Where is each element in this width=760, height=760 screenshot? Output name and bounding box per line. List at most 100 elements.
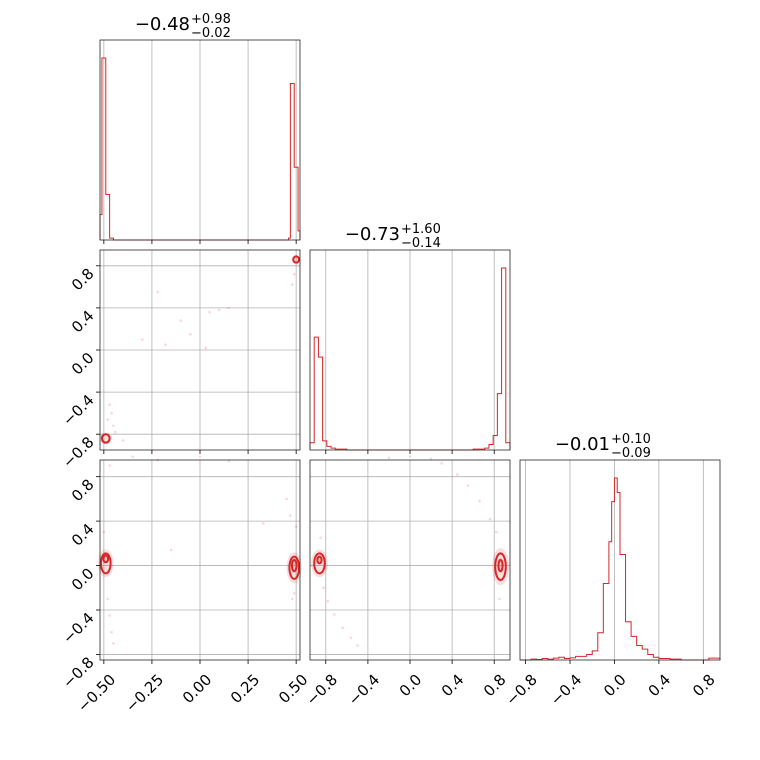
x-tick-label: −0.4 [547, 671, 585, 709]
sample-point [387, 456, 391, 460]
sample-point [294, 525, 298, 528]
sample-point [217, 308, 221, 312]
density-contour [313, 552, 326, 575]
title-plus: +0.10 [611, 432, 651, 447]
sample-point [429, 457, 433, 461]
x-tick-label: 0.00 [179, 671, 215, 707]
density-contour [292, 255, 301, 264]
title-minus: −0.02 [191, 26, 231, 41]
sample-point [326, 599, 330, 603]
sample-point [169, 548, 173, 552]
y-tick-label: 0.0 [68, 564, 98, 594]
x-tick-label: 0.0 [600, 671, 630, 701]
sample-point [466, 484, 470, 487]
sample-point [164, 343, 167, 347]
sample-point [108, 403, 111, 407]
sample-point [106, 418, 109, 421]
scatter-points [106, 272, 296, 442]
density-contour [497, 559, 504, 573]
sample-point [322, 586, 325, 590]
y-tick-label: −0.8 [59, 433, 97, 471]
title-minus: −0.09 [611, 446, 651, 461]
y-tick-label: 0.4 [68, 520, 98, 550]
sample-point [108, 614, 111, 617]
x-tick-label: 0.25 [227, 671, 263, 707]
title-median: −0.48 [135, 14, 190, 35]
sample-point [478, 499, 481, 503]
x-tick-label: −0.8 [502, 671, 540, 709]
sample-point [291, 597, 294, 601]
density-contour [494, 552, 507, 582]
y-grid-lines [100, 265, 300, 435]
x-tick-label: 0.4 [438, 671, 468, 701]
x-tick-label: 0.8 [689, 671, 719, 701]
title-median: −0.73 [345, 224, 400, 245]
density-contour [290, 559, 298, 573]
x-tick-label: 0.50 [275, 671, 311, 707]
x-tick-label: −0.25 [122, 671, 167, 716]
y-tick-label: −0.4 [59, 609, 97, 647]
sample-point [289, 514, 292, 517]
sample-point [189, 332, 192, 336]
density-contour [102, 554, 110, 564]
scatter-points [319, 455, 501, 647]
x-grid-lines [325, 250, 495, 450]
sample-point [156, 290, 159, 294]
title-plus: +0.98 [191, 12, 231, 27]
y-tick-label: 0.8 [68, 265, 98, 295]
scatter-points [102, 455, 298, 645]
sample-point [285, 497, 288, 501]
sample-point [292, 272, 296, 276]
sample-point [108, 464, 111, 467]
x-grid-lines [325, 460, 495, 660]
sample-point [408, 455, 412, 458]
sample-point [456, 473, 459, 476]
x-tick-label: 0.0 [396, 671, 426, 701]
sample-point [110, 630, 113, 634]
y-tick-label: −0.4 [59, 391, 97, 429]
title-plus: +1.60 [401, 222, 441, 237]
sample-point [495, 530, 498, 534]
sample-point [488, 517, 492, 521]
sample-point [227, 459, 231, 463]
sample-point [356, 644, 359, 647]
x-tick-label: −0.4 [345, 671, 383, 709]
panel-frame-2-2 [519, 459, 721, 661]
density-contour [288, 555, 301, 580]
sample-point [112, 642, 115, 645]
density-contour [316, 555, 323, 565]
y-tick-label: 0.4 [68, 307, 98, 337]
density-contour [99, 552, 112, 575]
sample-point [332, 613, 336, 616]
sample-point [227, 306, 231, 310]
x-tick-label: −0.8 [303, 671, 341, 709]
x-tick-label: 0.4 [645, 671, 675, 701]
sample-point [440, 462, 443, 465]
sample-point [141, 338, 144, 341]
sample-point [106, 597, 109, 601]
sample-point [208, 310, 211, 314]
sample-point [498, 597, 501, 601]
title-median: −0.01 [555, 434, 610, 455]
sample-point [319, 536, 322, 540]
x-grid-lines [103, 460, 297, 660]
sample-point [114, 430, 117, 434]
sample-point [291, 283, 294, 287]
sample-point [110, 411, 113, 415]
histogram-2 [520, 477, 721, 661]
sample-point [292, 592, 296, 595]
sample-point [112, 424, 115, 428]
x-grid-lines [103, 40, 297, 240]
y-grid-lines [310, 476, 510, 655]
sample-point [198, 455, 202, 458]
y-tick-label: 0.0 [68, 349, 98, 379]
y-grid-lines [100, 476, 300, 655]
sample-point [349, 636, 353, 640]
sample-point [204, 346, 208, 350]
sample-point [131, 455, 134, 458]
sample-point [121, 439, 125, 442]
sample-point [179, 319, 183, 322]
title-minus: −0.14 [401, 236, 441, 251]
sample-point [102, 530, 106, 534]
sample-point [341, 626, 344, 630]
